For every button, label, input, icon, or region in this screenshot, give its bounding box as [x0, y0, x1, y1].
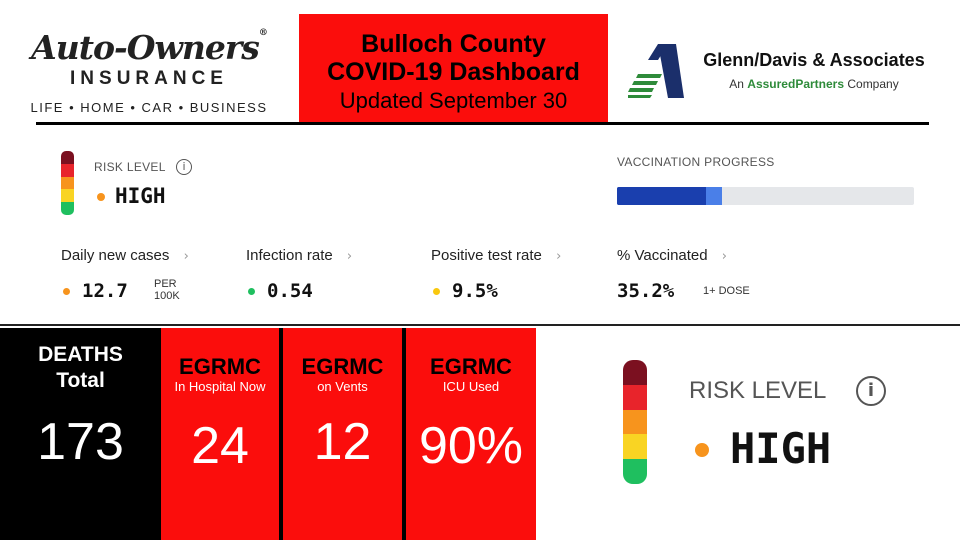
status-dot [248, 288, 255, 295]
metric-percent-vaccinated[interactable]: % Vaccinated › [617, 247, 727, 264]
risk-meter-large [623, 360, 647, 484]
egrmc-vents-tile: EGRMC on Vents 12 [283, 328, 402, 540]
metric-positive-test-rate[interactable]: Positive test rate › [431, 247, 561, 264]
egrmc-icu-tile: EGRMC ICU Used 90% [406, 328, 536, 540]
metric-label: Daily new cases [61, 247, 170, 264]
risk-level-value: HIGH [115, 184, 166, 208]
gd-sub-prefix: An [729, 77, 748, 91]
vaccination-progress-label: VACCINATION PROGRESS [617, 155, 775, 169]
gd-sub-brand: AssuredPartners [747, 77, 845, 91]
status-dot [433, 288, 440, 295]
icu-value: 90% [418, 417, 524, 475]
deaths-value: 173 [37, 413, 124, 471]
risk-status-dot-large [695, 443, 709, 457]
title-county: Bulloch County [361, 30, 546, 58]
hospital-value: 24 [191, 417, 249, 475]
egrmc-hospital-tile: EGRMC In Hospital Now 24 [161, 328, 279, 540]
section-divider [0, 324, 960, 326]
glenn-davis-subtitle: An AssuredPartners Company [684, 77, 944, 91]
chevron-right-icon: › [556, 249, 562, 264]
metric-label: Infection rate [246, 247, 333, 264]
title-updated: Updated September 30 [339, 88, 568, 113]
chevron-right-icon: › [183, 249, 189, 264]
metric-value: 35.2% [617, 280, 675, 302]
egrmc-subtitle: In Hospital Now [174, 379, 266, 394]
metric-value: 9.5% [452, 280, 498, 302]
header-divider [36, 122, 929, 125]
metric-unit-top: PER [154, 278, 177, 290]
info-icon[interactable]: i [856, 376, 886, 406]
info-icon[interactable]: i [176, 159, 192, 175]
gd-sub-suffix: Company [844, 77, 899, 91]
metric-value: 12.7 [82, 280, 128, 302]
metric-infection-rate[interactable]: Infection rate › [246, 247, 352, 264]
egrmc-title: EGRMC [179, 354, 261, 379]
chevron-right-icon: › [721, 249, 727, 264]
risk-status-dot [97, 193, 105, 201]
risk-level-value-large: HIGH [730, 424, 832, 473]
metric-daily-new-cases[interactable]: Daily new cases › [61, 247, 189, 264]
auto-owners-insurance: INSURANCE [70, 68, 228, 89]
dashboard-title-box: Bulloch County COVID-19 Dashboard Update… [299, 14, 608, 122]
metric-value: 0.54 [267, 280, 313, 302]
metric-label: % Vaccinated [617, 247, 708, 264]
tile-divider [402, 328, 406, 540]
risk-meter-small [61, 151, 74, 215]
metric-label: Positive test rate [431, 247, 542, 264]
metric-unit: 1+ DOSE [703, 285, 750, 297]
title-dashboard: COVID-19 Dashboard [327, 58, 580, 86]
vaccination-progress-bar [617, 187, 914, 205]
auto-owners-brand: Auto-Owners [31, 28, 260, 67]
chevron-right-icon: › [346, 249, 353, 264]
vents-value: 12 [313, 413, 372, 471]
auto-owners-tagline: LIFE • HOME • CAR • BUSINESS [30, 100, 268, 115]
metric-unit-bottom: 100K [154, 290, 180, 302]
egrmc-title: EGRMC [430, 354, 512, 379]
triangle-a-logo-icon [628, 44, 684, 98]
deaths-title: DEATHS [38, 343, 123, 366]
risk-level-label-large: RISK LEVEL [689, 377, 827, 404]
auto-owners-logo: Auto-Owners® INSURANCE LIFE • HOME • CAR… [18, 28, 280, 116]
egrmc-title: EGRMC [301, 354, 384, 379]
deaths-subtitle: Total [56, 369, 105, 392]
egrmc-subtitle: on Vents [317, 379, 368, 394]
deaths-total-tile: DEATHS Total 173 [0, 328, 161, 540]
vaccination-full-fill [617, 187, 707, 205]
tile-divider [279, 328, 283, 540]
glenn-davis-name: Glenn/Davis & Associates [703, 50, 925, 70]
registered-mark: ® [258, 28, 268, 38]
status-dot [63, 288, 70, 295]
egrmc-subtitle: ICU Used [442, 379, 500, 394]
risk-level-label: RISK LEVEL [94, 160, 166, 174]
